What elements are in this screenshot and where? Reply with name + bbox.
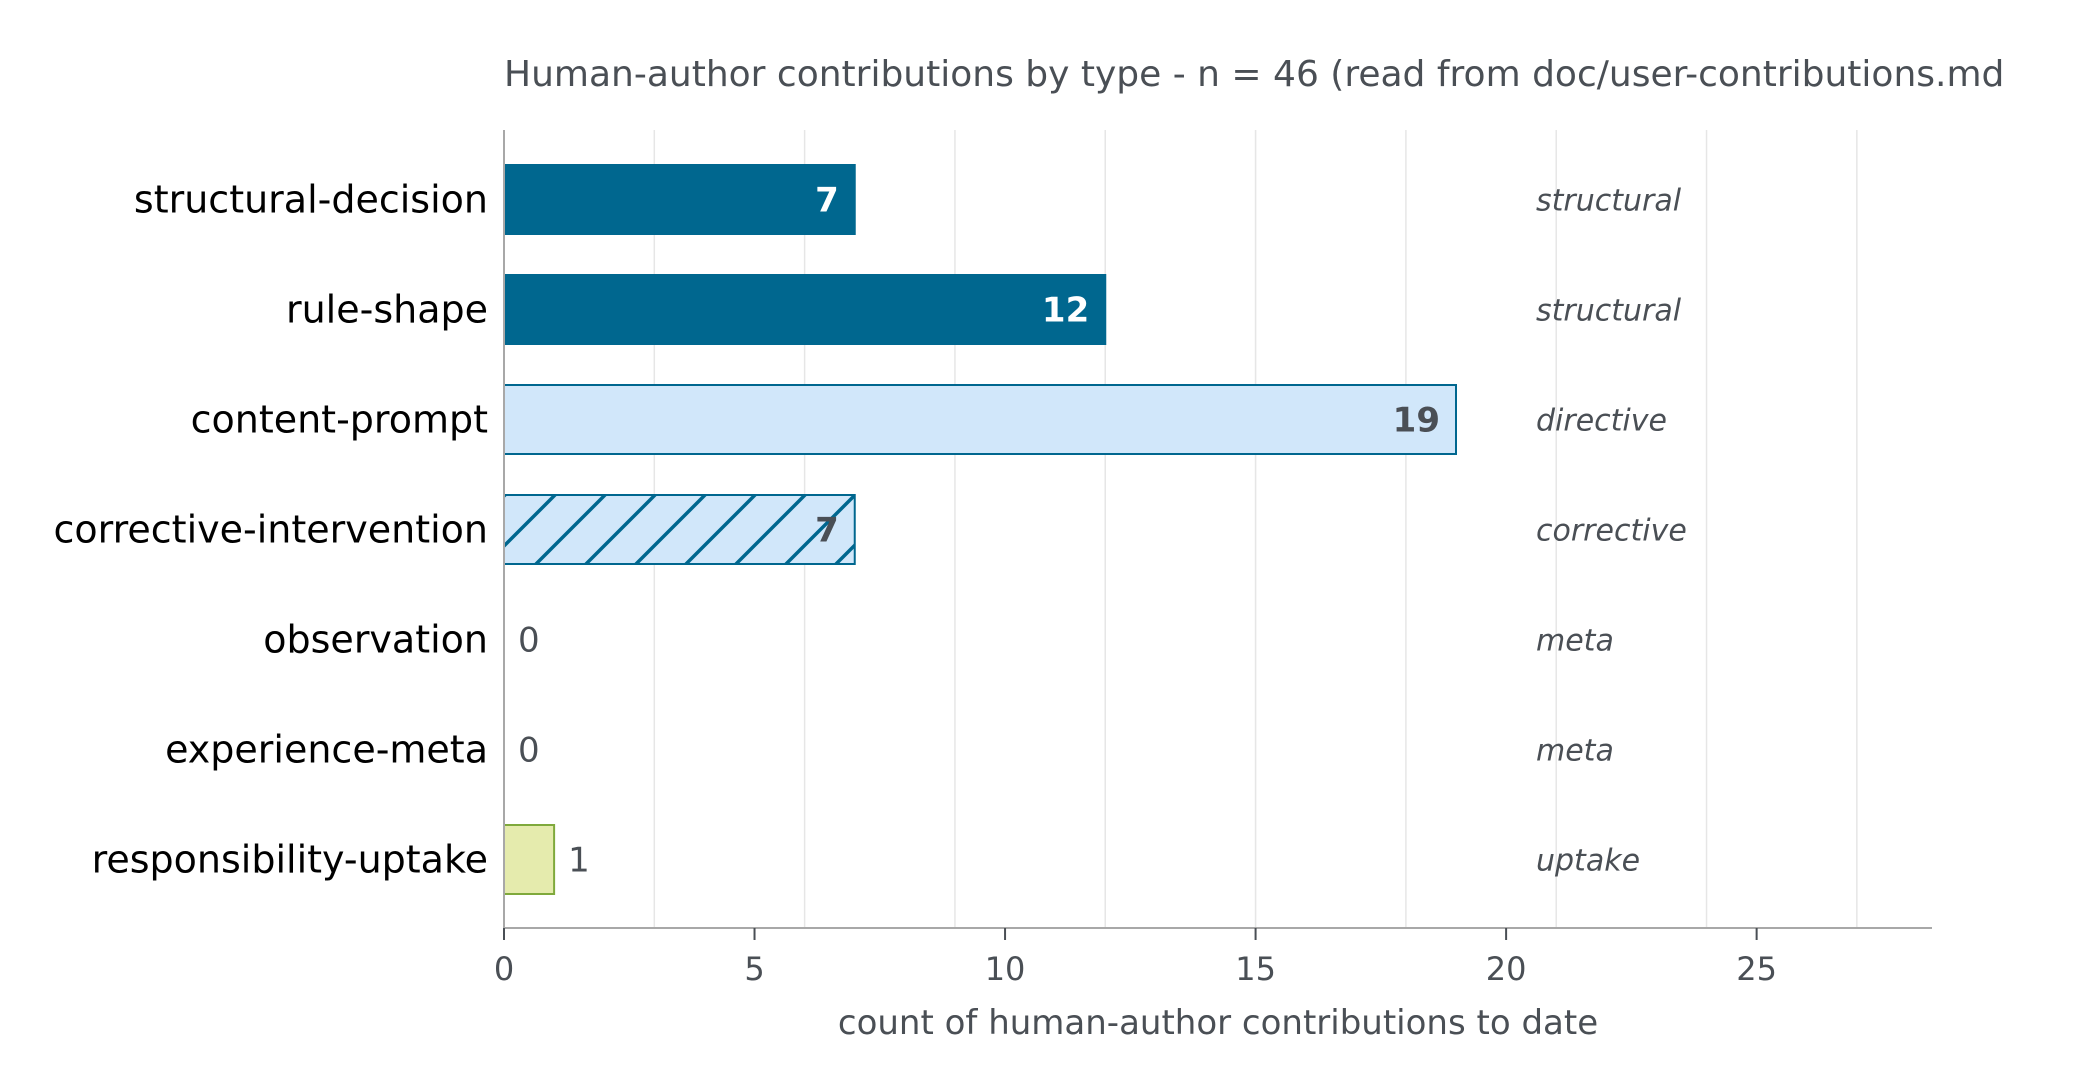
x-ticks: 0 5 10 15 20 25 — [494, 928, 1777, 988]
class-label-observation: meta — [1536, 624, 1614, 659]
bar-content-prompt — [503, 384, 1457, 455]
category-label-experience-meta: experience-meta — [165, 728, 488, 772]
class-label-corrective-intervention: corrective — [1536, 514, 1687, 549]
category-labels: structural-decision rule-shape content-pro… — [54, 178, 488, 882]
class-label-structural-decision: structural — [1536, 184, 1682, 219]
x-tick-label: 20 — [1486, 950, 1527, 988]
axes — [503, 130, 1932, 929]
value-label-rule-shape: 12 — [1042, 291, 1089, 331]
class-label-experience-meta: meta — [1536, 734, 1614, 769]
bar-rule-shape — [503, 274, 1107, 345]
category-label-observation: observation — [263, 618, 488, 662]
bars: 7 12 19 7 0 0 1 — [503, 164, 1457, 895]
x-tick-label: 10 — [985, 950, 1026, 988]
x-tick-label: 5 — [744, 950, 764, 988]
x-tick-label: 25 — [1736, 950, 1777, 988]
category-label-structural-decision: structural-decision — [134, 178, 488, 222]
value-label-structural-decision: 7 — [815, 181, 839, 221]
value-label-corrective-intervention: 7 — [815, 511, 839, 551]
value-label-experience-meta: 0 — [518, 731, 540, 771]
x-tick-label: 15 — [1235, 950, 1276, 988]
class-labels: structural structural directive corrective m… — [1536, 184, 1687, 879]
gridlines — [653, 130, 1858, 928]
value-label-observation: 0 — [518, 621, 540, 661]
category-label-rule-shape: rule-shape — [286, 288, 488, 332]
bar-corrective-intervention — [503, 494, 856, 565]
category-label-content-prompt: content-prompt — [191, 398, 488, 442]
category-label-responsibility-uptake: responsibility-uptake — [92, 838, 488, 882]
value-label-content-prompt: 19 — [1393, 401, 1440, 441]
x-tick-label: 0 — [494, 950, 514, 988]
class-label-content-prompt: directive — [1536, 404, 1667, 439]
category-label-corrective-intervention: corrective-intervention — [54, 508, 488, 552]
value-label-responsibility-uptake: 1 — [568, 841, 590, 881]
chart-title: Human-author contributions by type - n =… — [504, 54, 2004, 95]
bar-structural-decision — [503, 164, 856, 235]
class-label-responsibility-uptake: uptake — [1536, 844, 1640, 879]
bar-responsibility-uptake — [503, 824, 556, 895]
class-label-rule-shape: structural — [1536, 294, 1682, 329]
x-axis-title: count of human-author contributions to d… — [838, 1003, 1598, 1043]
